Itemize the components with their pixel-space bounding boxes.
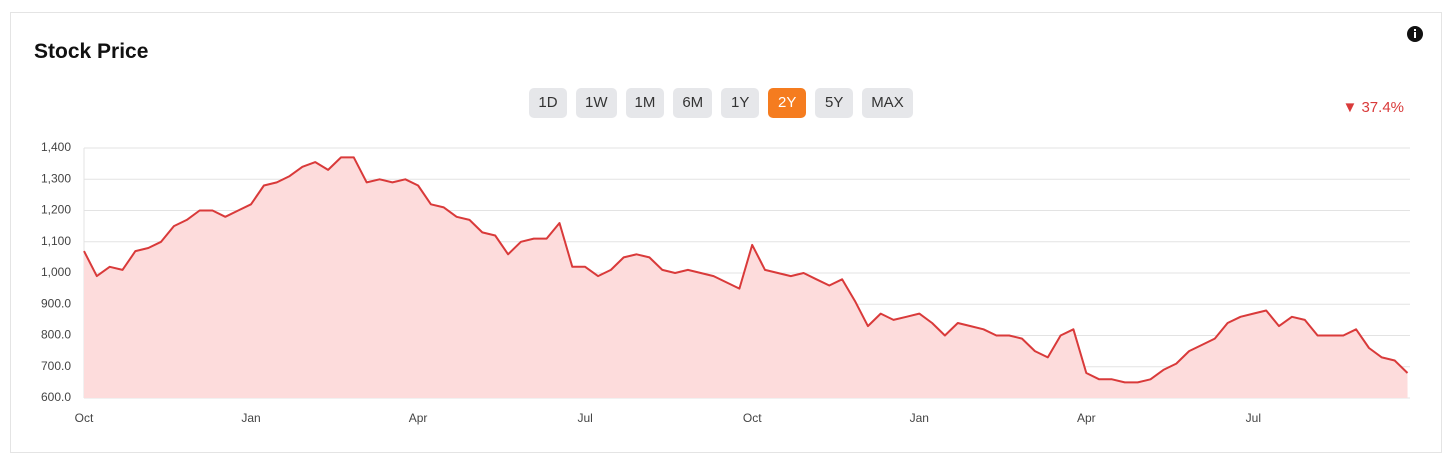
range-button[interactable]: 1D	[529, 88, 567, 118]
range-button[interactable]: 1M	[625, 88, 665, 118]
range-button[interactable]: 6M	[673, 88, 713, 118]
x-tick-label: Apr	[1077, 411, 1096, 425]
x-tick-label: Jan	[241, 411, 260, 425]
y-tick-label: 1,400	[41, 140, 71, 154]
range-button[interactable]: 5Y	[815, 88, 854, 118]
y-tick-label: 600.0	[41, 390, 71, 404]
y-tick-label: 1,100	[41, 234, 71, 248]
x-tick-label: Apr	[409, 411, 428, 425]
y-tick-label: 900.0	[41, 296, 71, 310]
range-button[interactable]: 2Y	[768, 88, 807, 118]
area-fill	[84, 157, 1408, 398]
range-button[interactable]: 1Y	[721, 88, 760, 118]
info-icon-stem	[1414, 32, 1416, 38]
y-tick-label: 1,200	[41, 203, 71, 217]
change-label: ▼ 37.4%	[1342, 99, 1404, 116]
range-buttons: 1D 1W 1M 6M 1Y 2Y 5Y MAX	[529, 88, 913, 118]
y-tick-label: 800.0	[41, 328, 71, 342]
y-tick-label: 1,000	[41, 265, 71, 279]
x-tick-label: Oct	[75, 411, 94, 425]
card	[10, 12, 1442, 453]
y-tick-label: 700.0	[41, 359, 71, 373]
chart-title: Stock Price	[34, 40, 149, 63]
range-button[interactable]: MAX	[862, 88, 913, 118]
y-tick-label: 1,300	[41, 171, 71, 185]
range-button[interactable]: 1W	[576, 88, 617, 118]
x-tick-label: Jul	[1246, 411, 1261, 425]
info-icon-dot	[1414, 29, 1416, 31]
x-tick-label: Jan	[910, 411, 929, 425]
price-line	[83, 156, 1409, 384]
x-tick-label: Oct	[743, 411, 762, 425]
x-tick-label: Jul	[577, 411, 592, 425]
